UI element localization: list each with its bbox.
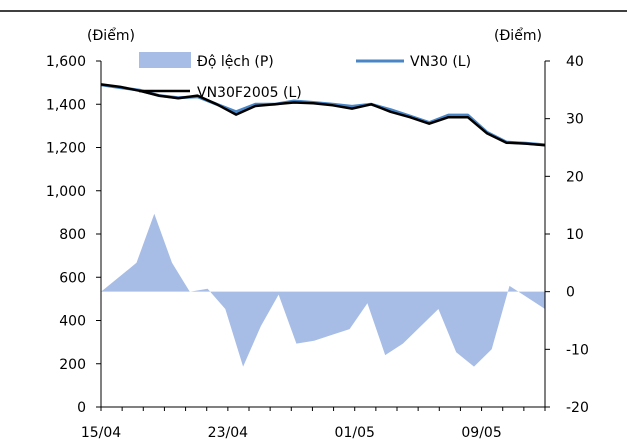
x-tick-label: 09/05 bbox=[461, 425, 501, 441]
legend-label-vn30f2005: VN30F2005 (L) bbox=[197, 85, 302, 101]
left-axis-label: (Điểm) bbox=[87, 27, 135, 44]
right-tick-label: -10 bbox=[566, 342, 589, 358]
left-tick-label: 1,200 bbox=[46, 141, 86, 157]
x-tick-label: 15/04 bbox=[81, 425, 121, 441]
right-tick-label: 30 bbox=[566, 112, 584, 128]
right-tick-label: 40 bbox=[566, 54, 584, 70]
left-tick-label: 400 bbox=[59, 314, 86, 330]
left-tick-label: 200 bbox=[59, 357, 86, 373]
line-series-vn30 bbox=[101, 85, 545, 145]
left-tick-label: 1,600 bbox=[46, 54, 86, 70]
legend-swatch-do-lech bbox=[139, 52, 191, 68]
left-tick-label: 1,000 bbox=[46, 184, 86, 200]
x-tick-label: 23/04 bbox=[208, 425, 248, 441]
line-series-vn30f2005 bbox=[101, 84, 545, 145]
left-tick-label: 1,400 bbox=[46, 97, 86, 113]
x-tick-label: 01/05 bbox=[335, 425, 375, 441]
right-tick-label: -20 bbox=[566, 400, 589, 416]
legend-label-do-lech: Độ lệch (P) bbox=[197, 54, 274, 70]
left-tick-label: 800 bbox=[59, 227, 86, 243]
legend-label-vn30: VN30 (L) bbox=[410, 54, 471, 70]
left-tick-label: 0 bbox=[77, 400, 86, 416]
right-tick-label: 0 bbox=[566, 285, 575, 301]
left-tick-label: 600 bbox=[59, 270, 86, 286]
area-series-do-lech bbox=[101, 214, 545, 367]
right-tick-label: 20 bbox=[566, 169, 584, 185]
right-tick-label: 10 bbox=[566, 227, 584, 243]
right-axis-label: (Điểm) bbox=[494, 27, 542, 44]
